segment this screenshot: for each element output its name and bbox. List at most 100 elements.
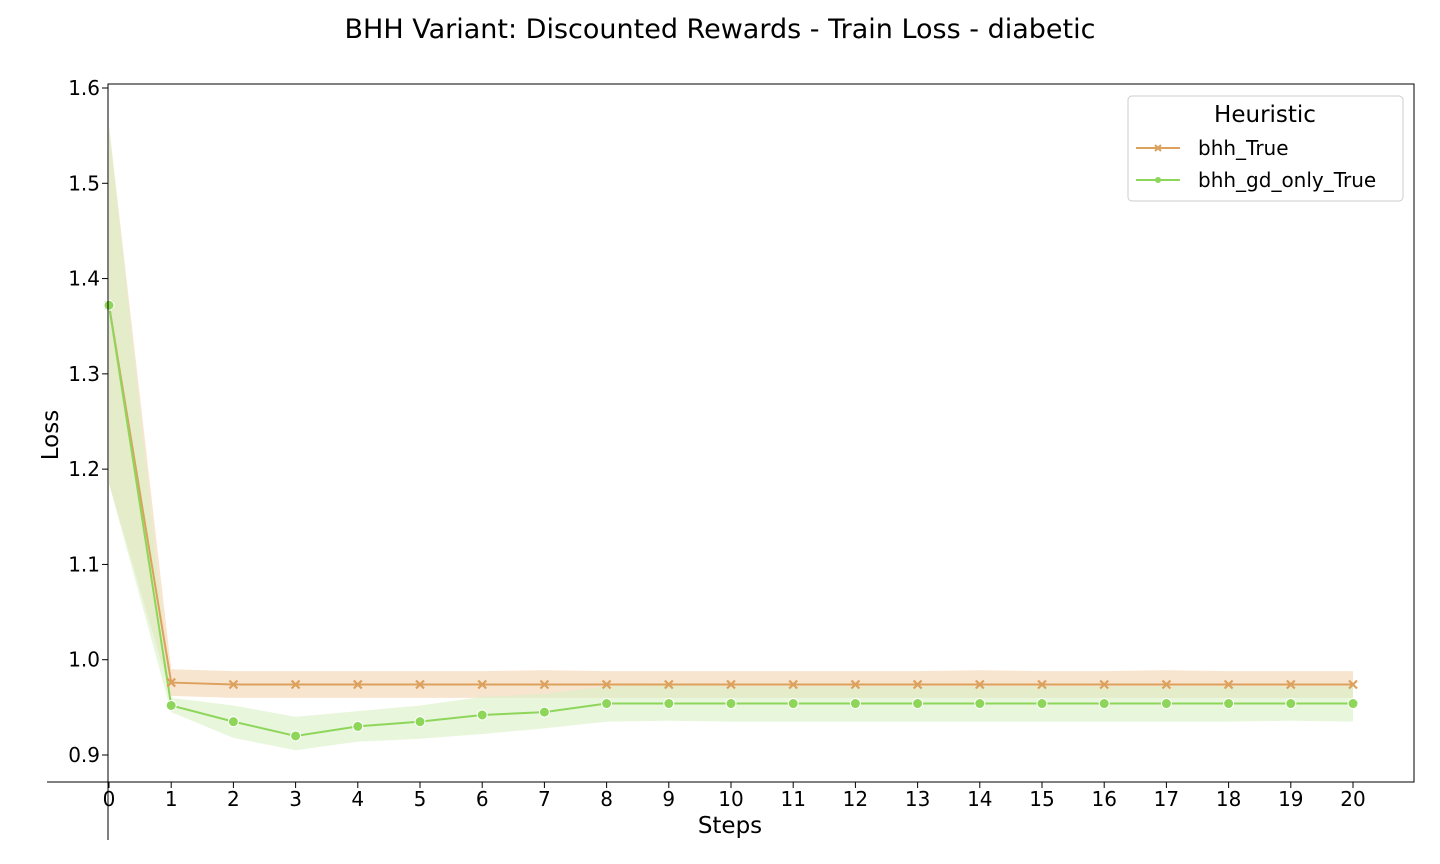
series-line-bhh_True	[108, 305, 1353, 686]
legend-entry: bhh_True	[1136, 136, 1289, 160]
data-point-bhh_gd_only_True	[849, 698, 861, 710]
x-tick-label: 15	[1029, 787, 1054, 811]
marker-stroke	[1161, 679, 1172, 690]
data-point-bhh_True	[1161, 679, 1172, 690]
x-tick-label: 5	[414, 787, 427, 811]
x-axis-title: Steps	[698, 813, 762, 839]
data-point-bhh_True	[477, 679, 487, 690]
x-tick-label: 12	[843, 787, 868, 811]
marker-stroke	[290, 679, 301, 690]
data-point-bhh_True	[664, 679, 674, 690]
data-point-bhh_True	[912, 679, 923, 690]
marker-stroke	[1037, 679, 1047, 690]
x-tick-label: 19	[1278, 787, 1303, 811]
data-point-bhh_True	[539, 679, 550, 690]
marker-stroke	[1223, 679, 1234, 690]
data-point-bhh_gd_only_True	[538, 706, 550, 718]
data-point-bhh_True	[601, 679, 612, 690]
data-point-bhh_gd_only_True	[1347, 698, 1359, 710]
x-tick-label: 16	[1091, 787, 1116, 811]
data-point-bhh_True	[353, 679, 363, 690]
series-markers	[103, 299, 1359, 742]
data-point-bhh_gd_only_True	[725, 698, 737, 710]
data-point-bhh_gd_only_True	[601, 698, 613, 710]
data-point-bhh_gd_only_True	[352, 720, 364, 732]
data-point-bhh_gd_only_True	[974, 698, 986, 710]
data-point-bhh_True	[1037, 679, 1047, 690]
y-tick-label: 0.9	[68, 743, 100, 767]
data-point-bhh_gd_only_True	[1223, 698, 1235, 710]
data-point-bhh_True	[1223, 679, 1234, 690]
x-tick-label: 8	[600, 787, 613, 811]
x-tick-label: 3	[289, 787, 302, 811]
legend: Heuristic bhh_True bhh_gd_only_True	[1127, 95, 1404, 202]
confidence-band-bhh_gd_only_True	[109, 126, 1353, 751]
marker-stroke	[539, 679, 550, 690]
marker-stroke	[1348, 679, 1358, 690]
x-tick-label: 7	[538, 787, 551, 811]
y-tick-label: 1.5	[68, 171, 100, 195]
marker-stroke	[664, 679, 674, 690]
chart-title: BHH Variant: Discounted Rewards - Train …	[345, 14, 1096, 45]
confidence-bands	[109, 126, 1353, 751]
legend-entries: bhh_True bhh_gd_only_True	[1136, 136, 1376, 192]
data-point-bhh_gd_only_True	[227, 716, 239, 728]
data-point-bhh_gd_only_True	[103, 299, 115, 311]
y-tick-label: 1.1	[68, 552, 100, 576]
legend-title: Heuristic	[1214, 102, 1316, 128]
data-point-bhh_gd_only_True	[912, 698, 924, 710]
x-tick-label: 4	[351, 787, 364, 811]
marker-stroke	[726, 679, 736, 690]
data-point-bhh_gd_only_True	[165, 699, 177, 711]
y-tick-label: 1.0	[68, 648, 100, 672]
data-point-bhh_gd_only_True	[663, 698, 675, 710]
confidence-band-bhh_True	[109, 126, 1353, 698]
data-point-bhh_True	[290, 679, 301, 690]
data-point-bhh_gd_only_True	[1098, 698, 1110, 710]
marker-stroke	[1286, 679, 1296, 690]
x-tick-label: 2	[227, 787, 240, 811]
marker-stroke	[850, 679, 861, 690]
data-point-bhh_True	[1286, 679, 1296, 690]
marker-stroke	[228, 679, 239, 690]
data-point-bhh_True	[166, 677, 176, 688]
data-point-bhh_True	[975, 679, 985, 690]
marker-stroke	[353, 679, 363, 690]
marker-stroke	[788, 679, 798, 690]
x-tick-label: 1	[165, 787, 178, 811]
marker-stroke	[1099, 679, 1109, 690]
x-tick-label: 11	[780, 787, 805, 811]
x-tick-label: 14	[967, 787, 992, 811]
data-point-bhh_gd_only_True	[787, 698, 799, 710]
data-point-bhh_gd_only_True	[290, 730, 302, 742]
legend-marker	[1154, 144, 1162, 152]
marker-stroke	[415, 679, 425, 690]
x-tick-label: 0	[103, 787, 116, 811]
data-point-bhh_True	[1348, 679, 1358, 690]
x-tick-label: 17	[1154, 787, 1179, 811]
x-tick-label: 9	[662, 787, 675, 811]
legend-box	[1127, 95, 1404, 202]
marker-stroke	[477, 679, 487, 690]
marker-stroke	[601, 679, 612, 690]
data-point-bhh_True	[850, 679, 861, 690]
legend-marker	[1155, 177, 1161, 183]
marker-stroke	[166, 677, 176, 688]
legend-entry: bhh_gd_only_True	[1136, 168, 1376, 192]
data-point-bhh_gd_only_True	[1036, 698, 1048, 710]
legend-label: bhh_gd_only_True	[1198, 168, 1376, 192]
data-point-bhh_gd_only_True	[1160, 698, 1172, 710]
y-tick-label: 1.3	[68, 362, 100, 386]
x-tick-label: 18	[1216, 787, 1241, 811]
data-point-bhh_gd_only_True	[414, 716, 426, 728]
x-tick-label: 10	[718, 787, 743, 811]
data-point-bhh_gd_only_True	[1285, 698, 1297, 710]
x-tick-label: 6	[476, 787, 489, 811]
legend-label: bhh_True	[1198, 136, 1289, 160]
x-axis: 0 1 2 3 4 5 6 7 8 9 10 11 12 13 14 15 16 17 18 19 20	[47, 781, 1414, 811]
data-point-bhh_True	[1099, 679, 1109, 690]
y-tick-label: 1.6	[68, 76, 100, 100]
y-tick-label: 1.4	[68, 267, 100, 291]
